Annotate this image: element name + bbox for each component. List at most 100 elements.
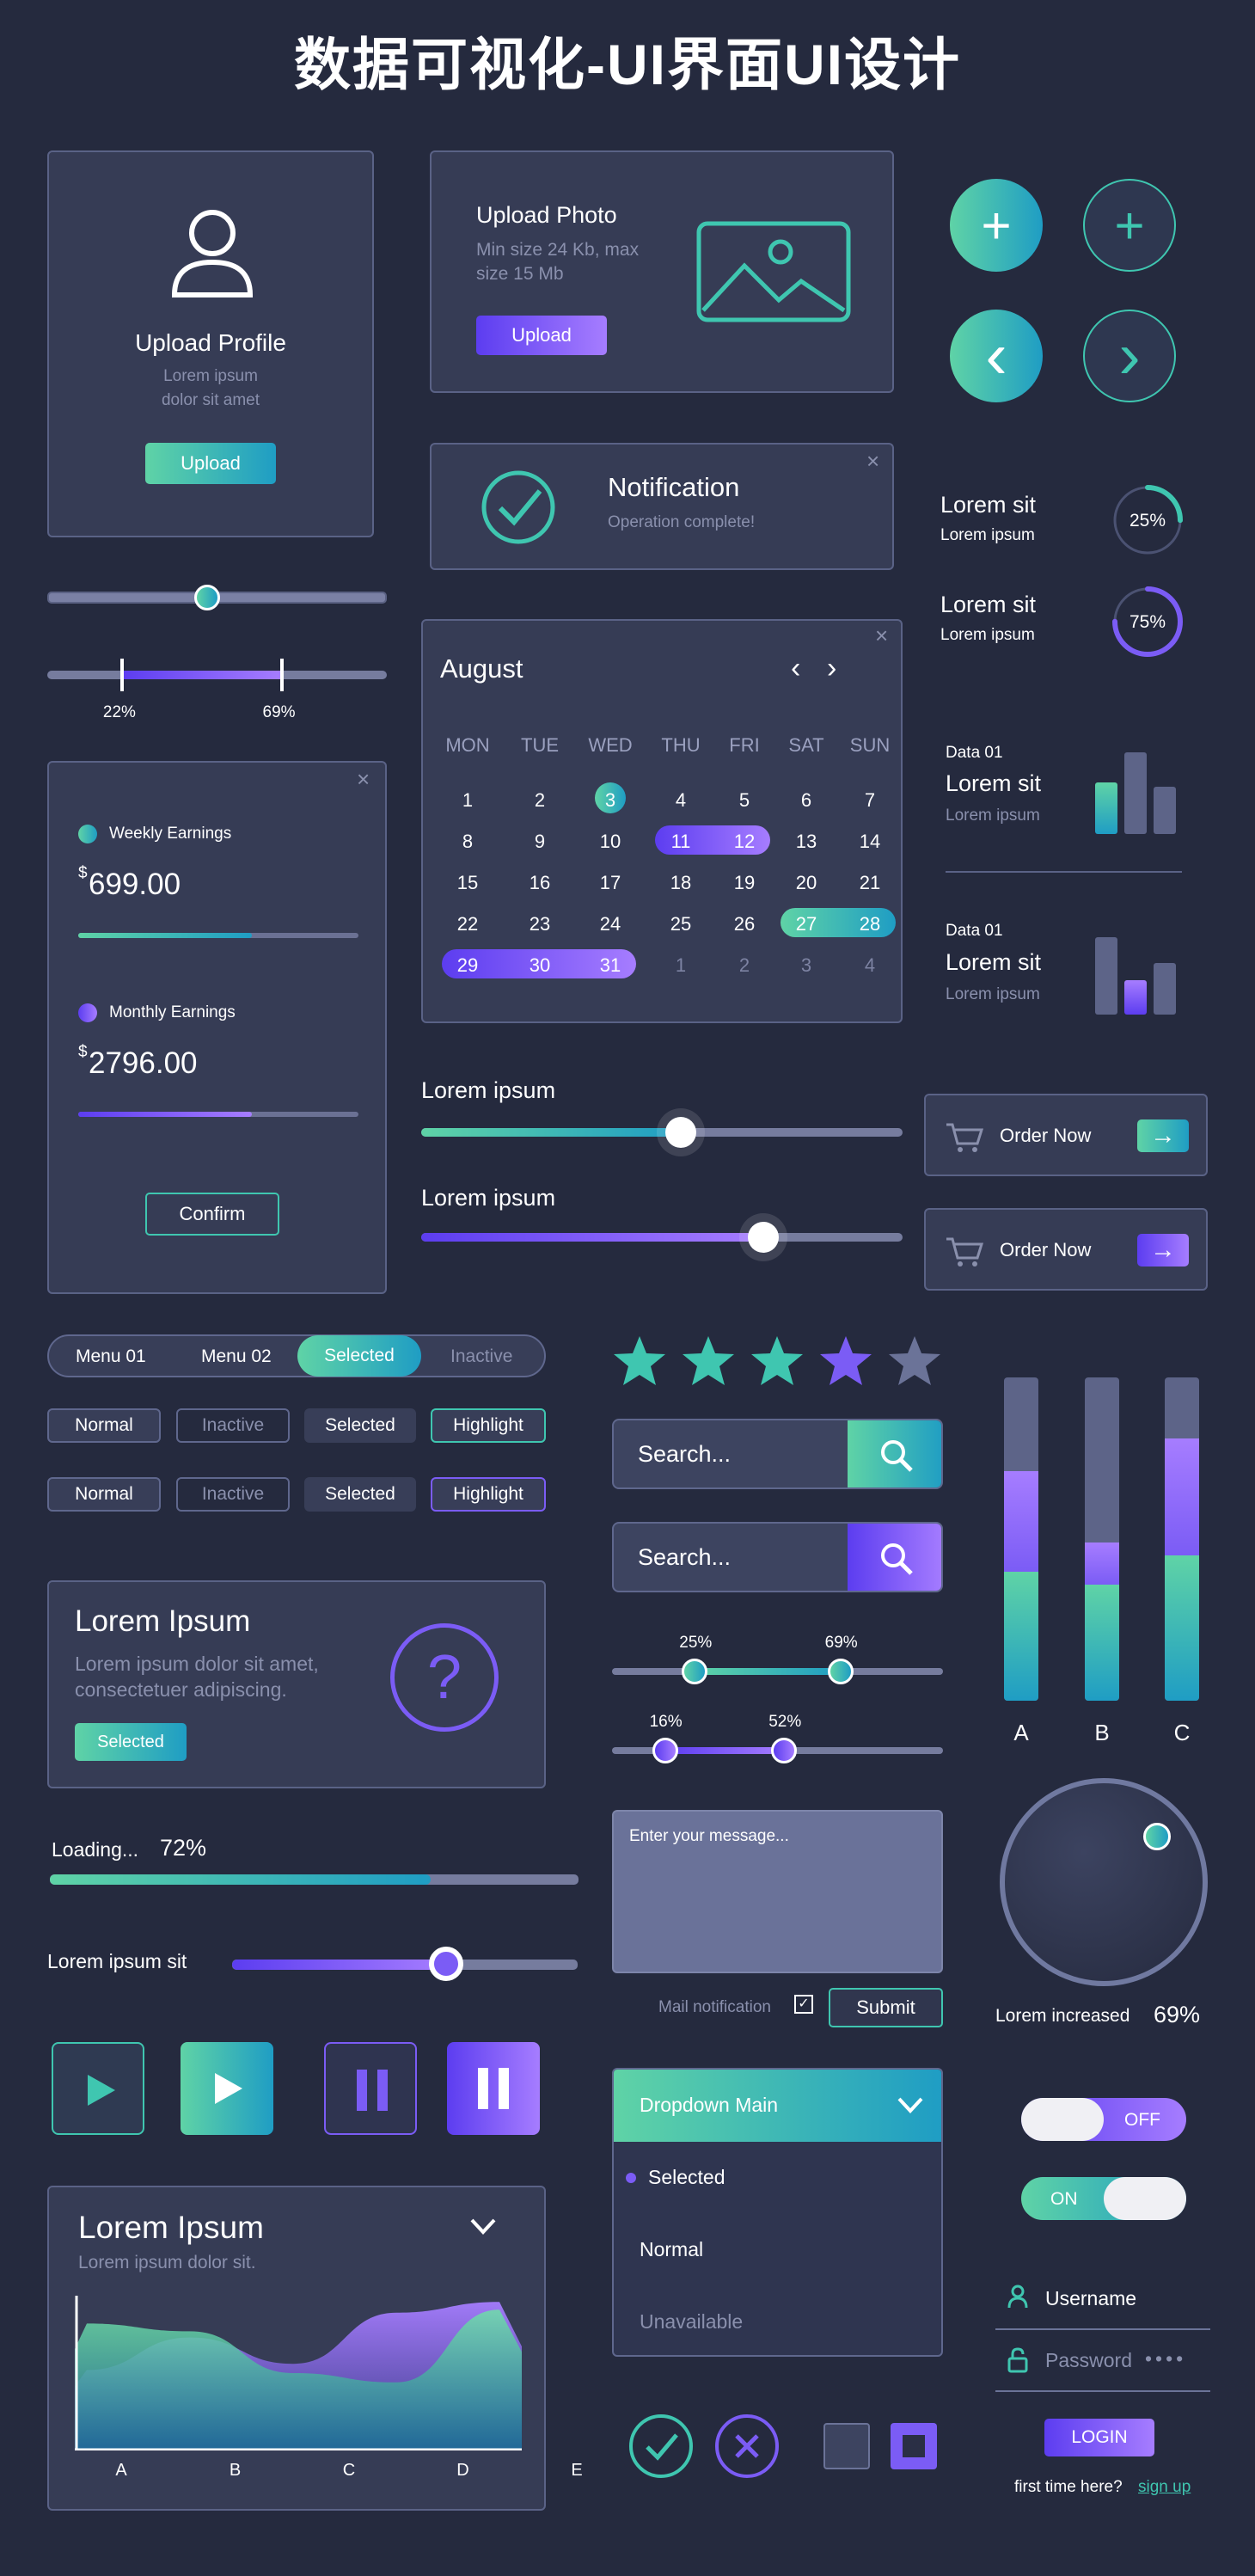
- search-input[interactable]: Search...: [638, 1441, 732, 1467]
- calendar-day[interactable]: 10: [599, 831, 621, 852]
- single-slider-thumb[interactable]: [193, 585, 220, 610]
- calendar-day[interactable]: 13: [795, 831, 817, 852]
- calendar-day[interactable]: 2: [534, 789, 546, 811]
- search-button[interactable]: [848, 1420, 941, 1487]
- calendar-day[interactable]: 23: [529, 913, 551, 935]
- selected-button[interactable]: Selected: [304, 1408, 416, 1443]
- calendar-day[interactable]: 9: [534, 831, 546, 852]
- range-slider-a-low[interactable]: [682, 1659, 708, 1684]
- lorem-slider-1-thumb[interactable]: [665, 1117, 697, 1148]
- range-slider-b-high[interactable]: [771, 1738, 798, 1763]
- checkbox-checked[interactable]: [891, 2423, 937, 2469]
- calendar-day[interactable]: 18: [670, 872, 692, 893]
- calendar-day[interactable]: 19: [733, 872, 756, 893]
- toggle-off[interactable]: OFF: [1021, 2098, 1186, 2141]
- calendar-day[interactable]: 8: [462, 831, 474, 852]
- dropdown-option-normal[interactable]: Normal: [640, 2238, 704, 2260]
- prev-button-filled[interactable]: ‹: [950, 310, 1043, 402]
- confirm-button[interactable]: Confirm: [145, 1193, 279, 1236]
- star-icon[interactable]: [681, 1334, 736, 1388]
- calendar-day[interactable]: 4: [675, 789, 687, 811]
- star-icon[interactable]: [887, 1334, 942, 1388]
- calendar-day[interactable]: 30: [529, 954, 551, 976]
- calendar-day[interactable]: 7: [864, 789, 876, 811]
- menu-item-selected[interactable]: Selected: [297, 1335, 421, 1377]
- range-slider-handle-high[interactable]: [279, 659, 284, 691]
- inactive-button[interactable]: Inactive: [176, 1408, 290, 1443]
- close-circle-button[interactable]: [715, 2414, 779, 2478]
- calendar-day[interactable]: 24: [599, 913, 621, 935]
- chevron-right-icon[interactable]: ›: [827, 652, 837, 684]
- mail-notification-checkbox[interactable]: ✓: [794, 1995, 813, 2014]
- info-card-button[interactable]: Selected: [75, 1723, 187, 1761]
- calendar-day[interactable]: 28: [859, 913, 881, 935]
- add-button-outline[interactable]: +: [1083, 179, 1176, 272]
- calendar-day[interactable]: 3: [800, 954, 812, 976]
- normal-button[interactable]: Normal: [47, 1477, 161, 1512]
- pause-button-filled[interactable]: [447, 2042, 540, 2135]
- chevron-left-icon[interactable]: ‹: [791, 652, 801, 684]
- calendar-day[interactable]: 12: [733, 831, 756, 852]
- calendar-day[interactable]: 16: [529, 872, 551, 893]
- dial-knob[interactable]: [1000, 1778, 1208, 1986]
- calendar-day[interactable]: 22: [456, 913, 479, 935]
- arrow-right-icon[interactable]: →: [1137, 1119, 1189, 1152]
- username-field[interactable]: Username: [1045, 2287, 1137, 2309]
- calendar-day[interactable]: 14: [859, 831, 881, 852]
- selected-button[interactable]: Selected: [304, 1477, 416, 1512]
- calendar-day[interactable]: 11: [670, 831, 691, 852]
- notification-close-icon[interactable]: ×: [866, 448, 880, 474]
- calendar-day[interactable]: 29: [456, 954, 479, 976]
- search-button[interactable]: [848, 1524, 941, 1591]
- calendar-day[interactable]: 25: [670, 913, 692, 935]
- star-icon[interactable]: [750, 1334, 805, 1388]
- play-button-outline[interactable]: [52, 2042, 144, 2135]
- dropdown-option-selected[interactable]: Selected: [648, 2166, 725, 2188]
- range-slider-a-high[interactable]: [827, 1659, 854, 1684]
- calendar-day[interactable]: 1: [675, 954, 687, 976]
- order-now-button-1[interactable]: Order Now →: [924, 1094, 1208, 1176]
- normal-button[interactable]: Normal: [47, 1408, 161, 1443]
- submit-button[interactable]: Submit: [829, 1988, 943, 2027]
- calendar-close-icon[interactable]: ×: [875, 623, 889, 648]
- dropdown-header[interactable]: Dropdown Main: [614, 2070, 941, 2142]
- checkbox-unchecked[interactable]: [823, 2423, 870, 2469]
- star-icon[interactable]: [612, 1334, 667, 1388]
- calendar-day[interactable]: 20: [795, 872, 817, 893]
- upload-photo-button[interactable]: Upload: [476, 316, 607, 355]
- arrow-right-icon[interactable]: →: [1137, 1234, 1189, 1267]
- calendar-day[interactable]: 4: [864, 954, 876, 976]
- lorem-slider-2-thumb[interactable]: [747, 1222, 779, 1253]
- calendar-day[interactable]: 31: [599, 954, 621, 976]
- search-input[interactable]: Search...: [638, 1544, 732, 1570]
- pause-button-outline[interactable]: [324, 2042, 417, 2135]
- next-button-outline[interactable]: ›: [1083, 310, 1176, 402]
- password-field[interactable]: Password: [1045, 2349, 1132, 2371]
- order-now-button-2[interactable]: Order Now →: [924, 1208, 1208, 1291]
- calendar-day[interactable]: 27: [795, 913, 817, 935]
- login-button[interactable]: LOGIN: [1044, 2419, 1154, 2456]
- add-button-filled[interactable]: +: [950, 179, 1043, 272]
- calendar-day[interactable]: 26: [733, 913, 756, 935]
- menu-item-01[interactable]: Menu 01: [76, 1346, 146, 1366]
- calendar-day[interactable]: 1: [462, 789, 474, 811]
- highlight-button[interactable]: Highlight: [431, 1408, 546, 1443]
- dial-indicator[interactable]: [1143, 1823, 1171, 1850]
- menu-item-02[interactable]: Menu 02: [201, 1346, 272, 1366]
- play-button-filled[interactable]: [181, 2042, 273, 2135]
- calendar-day[interactable]: 17: [599, 872, 621, 893]
- calendar-day[interactable]: 2: [738, 954, 750, 976]
- search-bar-2[interactable]: Search...: [612, 1522, 943, 1592]
- calendar-day[interactable]: 15: [456, 872, 479, 893]
- check-circle-button[interactable]: [629, 2414, 693, 2478]
- upload-profile-button[interactable]: Upload: [145, 443, 276, 484]
- range-slider-handle-low[interactable]: [119, 659, 124, 691]
- range-slider-b-low[interactable]: [652, 1738, 678, 1763]
- menu-item-inactive[interactable]: Inactive: [450, 1346, 513, 1366]
- calendar-day[interactable]: 5: [738, 789, 750, 811]
- toggle-on[interactable]: ON: [1021, 2177, 1186, 2220]
- search-bar-1[interactable]: Search...: [612, 1419, 943, 1489]
- earnings-close-icon[interactable]: ×: [357, 766, 370, 792]
- calendar-day[interactable]: 6: [800, 789, 812, 811]
- highlight-button[interactable]: Highlight: [431, 1477, 546, 1512]
